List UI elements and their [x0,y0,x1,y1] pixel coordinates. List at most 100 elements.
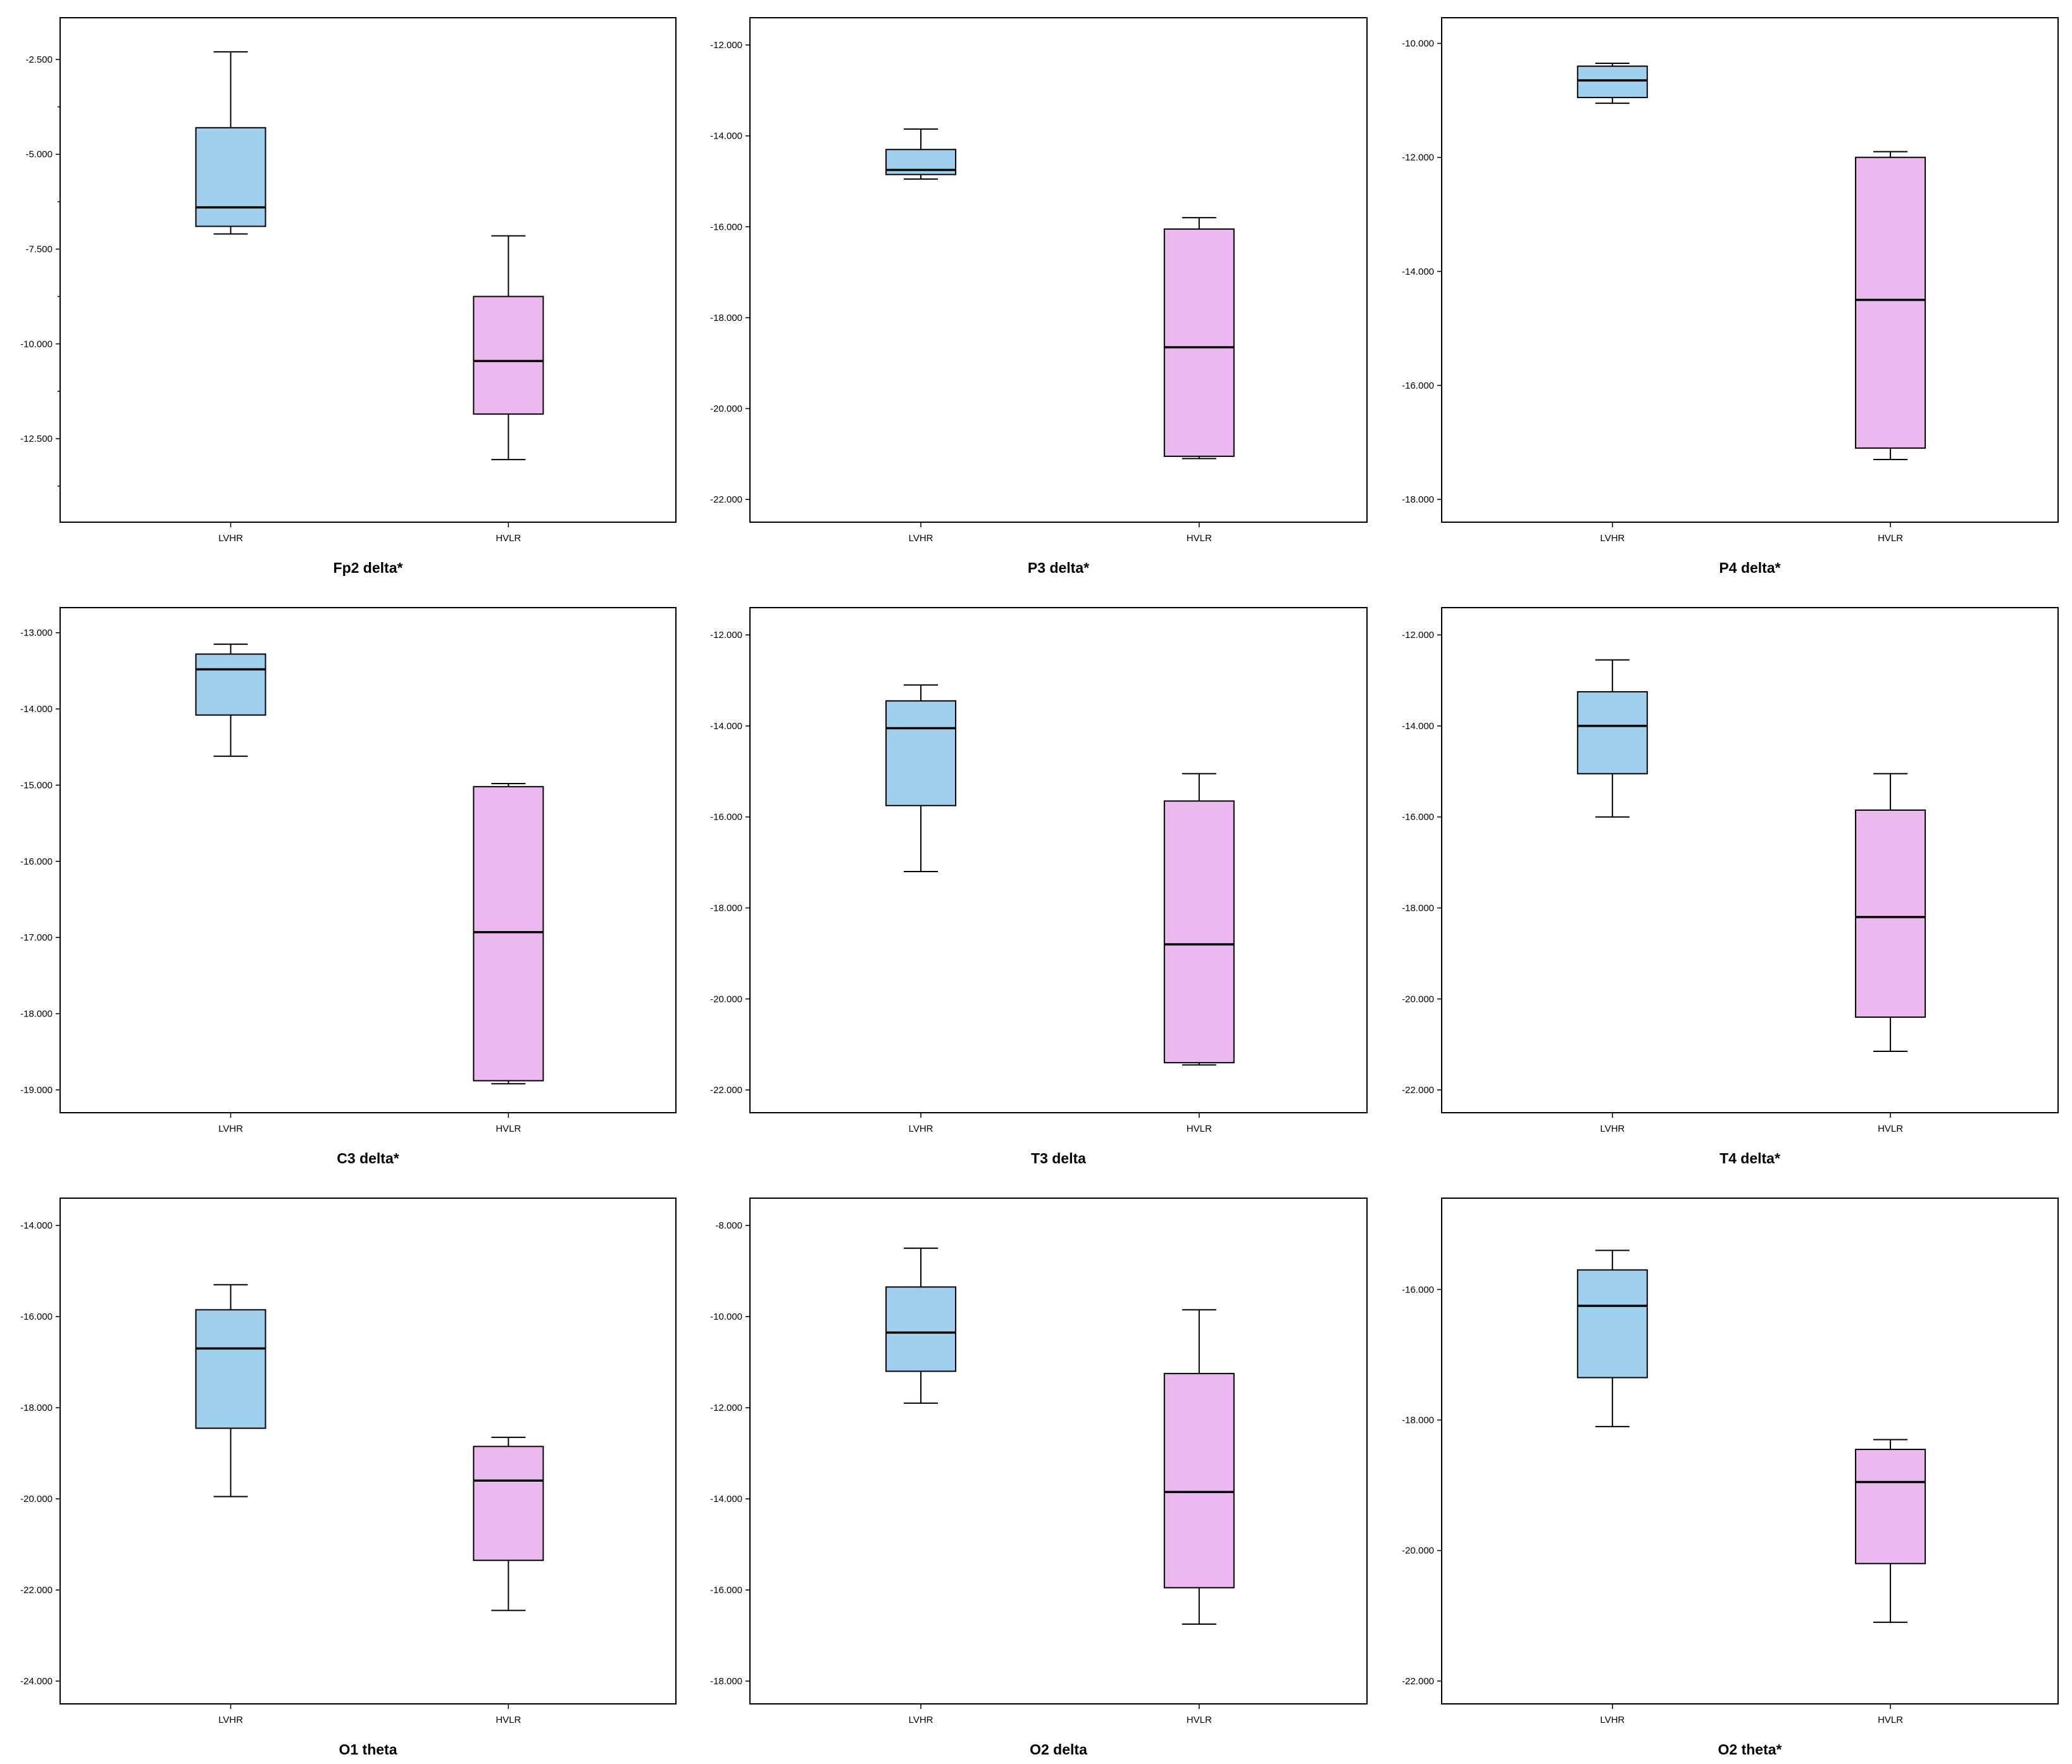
y-tick-label: -19.000 [20,1085,53,1096]
box-lvhr [195,643,266,757]
panel-title: T4 delta* [1719,1150,1780,1167]
y-tick-label: -7.500 [25,244,53,255]
y-tick-label: -16.000 [710,812,742,823]
x-category-label: HVLR [1187,1123,1212,1134]
y-tick-label: -24.000 [20,1676,53,1687]
plot-frame [749,17,1368,523]
y-tick-label: -16.000 [710,1585,742,1596]
x-category-label: HVLR [496,1715,521,1725]
iqr-box [1163,228,1235,457]
y-tick-label: -16.000 [1402,1284,1434,1295]
panel-title: T3 delta [1031,1150,1086,1167]
box-hvlr [473,1436,544,1611]
y-tick-label: -12.000 [710,40,742,51]
panel-2: -12.000 -14.000 -16.000 -18.000 -20.000 -22.0… [710,17,1368,576]
iqr-box [1855,156,1926,449]
y-tick-label: -20.000 [710,994,742,1004]
panel-9: -16.000 -18.000 -20.000 -22.000 LVHR HVLR O2 t… [1402,1198,2059,1758]
y-tick-label: -14.000 [20,1220,53,1231]
y-tick-label: -18.000 [1402,494,1434,505]
plot-frame [749,607,1368,1113]
y-tick-label: -20.000 [710,403,742,414]
y-tick-label: -18.000 [20,1009,53,1020]
y-tick-label: -12.000 [1402,630,1434,641]
plot-frame [59,1198,677,1705]
y-tick-label: -20.000 [1402,994,1434,1004]
y-tick-label: -15.000 [20,780,53,791]
x-category-label: HVLR [1878,1715,1903,1725]
y-tick-label: -12.000 [710,630,742,641]
y-tick-label: -20.000 [20,1494,53,1504]
y-tick-label: -18.000 [1402,1415,1434,1426]
x-category-label: LVHR [1600,1123,1625,1134]
y-tick-label: -14.000 [710,131,742,142]
y-tick-label: -18.000 [20,1403,53,1413]
iqr-box [473,1446,544,1561]
box-lvhr [195,51,266,235]
y-tick-label: -16.000 [1402,380,1434,391]
iqr-box [885,700,957,806]
box-hvlr [1855,151,1926,460]
iqr-box [885,1286,957,1372]
x-category-label: LVHR [218,1123,243,1134]
y-tick-label: -13.000 [20,628,53,639]
box-hvlr [473,783,544,1085]
y-tick-label: -10.000 [20,339,53,349]
iqr-box [1576,65,1648,99]
plot-frame [1441,17,2059,523]
plot-frame [59,607,677,1113]
iqr-box [1576,1269,1648,1379]
y-tick-label: -22.000 [710,494,742,505]
iqr-box [1163,800,1235,1063]
y-tick-label: -12.500 [20,434,53,444]
x-category-label: HVLR [1878,533,1903,544]
y-tick-label: -14.000 [710,721,742,732]
panel-title: P3 delta* [1028,560,1089,576]
y-tick-label: -14.000 [1402,721,1434,732]
x-category-label: LVHR [218,1715,243,1725]
plot-frame [1441,607,2059,1113]
iqr-box [1163,1373,1235,1589]
x-category-label: HVLR [1187,1715,1212,1725]
y-tick-label: -20.000 [1402,1546,1434,1556]
panel-8: -8.000 -10.000 -12.000 -14.000 -16.000 -18.00… [710,1198,1368,1758]
panel-title: Fp2 delta* [334,560,403,576]
y-tick-label: -8.000 [715,1220,742,1231]
x-category-label: LVHR [909,533,933,544]
box-lvhr [885,1248,957,1404]
panel-title: P4 delta* [1719,560,1780,576]
box-lvhr [1576,63,1648,104]
y-tick-label: -12.000 [710,1403,742,1413]
y-tick-label: -12.000 [1402,153,1434,163]
y-tick-label: -16.000 [20,856,53,867]
y-tick-label: -2.500 [25,54,53,65]
y-tick-label: -16.000 [20,1311,53,1322]
box-lvhr [1576,659,1648,818]
x-category-label: HVLR [1878,1123,1903,1134]
panel-title: O2 theta* [1718,1741,1782,1758]
iqr-box [1855,1448,1926,1565]
box-hvlr [1855,773,1926,1052]
box-lvhr [195,1284,266,1498]
x-category-label: LVHR [1600,533,1625,544]
panel-title: O2 delta [1030,1741,1087,1758]
x-category-label: HVLR [496,533,521,544]
y-tick-label: -14.000 [20,704,53,715]
y-tick-label: -22.000 [1402,1085,1434,1096]
y-tick-label: -10.000 [1402,39,1434,49]
y-tick-label: -18.000 [710,903,742,913]
chart-panels: -2.500 -5.000 -7.500 -10.000 -12.500 LVHR HVLR… [20,17,2059,1758]
panel-title: O1 theta [339,1741,397,1758]
x-category-label: HVLR [1187,533,1212,544]
panel-3: -10.000 -12.000 -14.000 -16.000 -18.000 LVHR H… [1402,17,2059,576]
box-hvlr [1163,1309,1235,1625]
y-tick-label: -14.000 [1402,266,1434,277]
panel-title: C3 delta* [337,1150,399,1167]
panel-5: -12.000 -14.000 -16.000 -18.000 -20.000 -22.0… [710,607,1368,1167]
y-tick-label: -18.000 [710,1676,742,1687]
plot-frame [749,1198,1368,1705]
x-category-label: LVHR [218,533,243,544]
iqr-box [473,785,544,1082]
x-category-label: LVHR [909,1715,933,1725]
